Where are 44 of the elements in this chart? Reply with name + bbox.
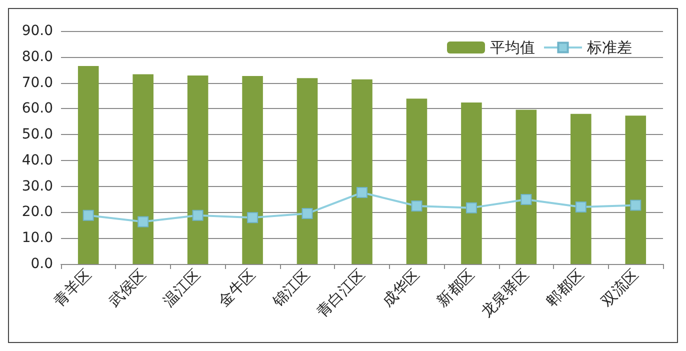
y-tick-label: 20.0 bbox=[22, 204, 53, 220]
point bbox=[302, 208, 313, 220]
bar bbox=[406, 98, 428, 264]
x-tick-label: 新都区 bbox=[433, 266, 478, 310]
bar bbox=[187, 76, 208, 264]
y-tick-label: 90.0 bbox=[22, 23, 53, 39]
point bbox=[192, 210, 204, 221]
y-tick-label: 40.0 bbox=[22, 152, 53, 168]
point bbox=[630, 200, 642, 211]
bar bbox=[461, 102, 482, 264]
y-tick-label: 60.0 bbox=[22, 100, 53, 117]
bar bbox=[570, 114, 592, 264]
point bbox=[247, 212, 258, 224]
x-tick-label: 郫都区 bbox=[542, 266, 588, 310]
legend-label: 标准差 bbox=[586, 38, 632, 56]
point bbox=[356, 187, 368, 198]
bar bbox=[296, 78, 318, 264]
bar bbox=[78, 66, 99, 264]
x-tick-label: 成华区 bbox=[378, 266, 424, 310]
x-tick-label: 双流区 bbox=[597, 266, 642, 310]
y-tick-label: 10.0 bbox=[22, 230, 53, 246]
x-tick-label: 锦江区 bbox=[268, 266, 314, 311]
y-tick-label: 30.0 bbox=[22, 178, 53, 194]
x-tick-label: 温江区 bbox=[160, 266, 204, 310]
point bbox=[575, 202, 586, 213]
bar bbox=[242, 76, 263, 264]
bar bbox=[516, 110, 537, 264]
point bbox=[466, 202, 477, 214]
legend-label: 平均值 bbox=[490, 38, 535, 56]
point bbox=[520, 194, 532, 206]
point bbox=[411, 200, 422, 212]
point bbox=[138, 216, 149, 228]
bar bbox=[352, 79, 372, 264]
bar bbox=[625, 116, 646, 264]
y-tick-label: 50.0 bbox=[22, 126, 53, 143]
y-tick-label: 70.0 bbox=[22, 74, 53, 91]
x-tick-label: 龙泉驿区 bbox=[477, 266, 533, 321]
x-tick-label: 金牛区 bbox=[214, 266, 259, 310]
y-tick-label: 0.0 bbox=[30, 256, 53, 272]
bar bbox=[132, 74, 154, 264]
y-tick-label: 80.0 bbox=[22, 48, 53, 65]
point bbox=[82, 210, 94, 221]
x-tick-label: 青白江区 bbox=[313, 266, 368, 321]
x-tick-label: 武侯区 bbox=[104, 266, 150, 310]
